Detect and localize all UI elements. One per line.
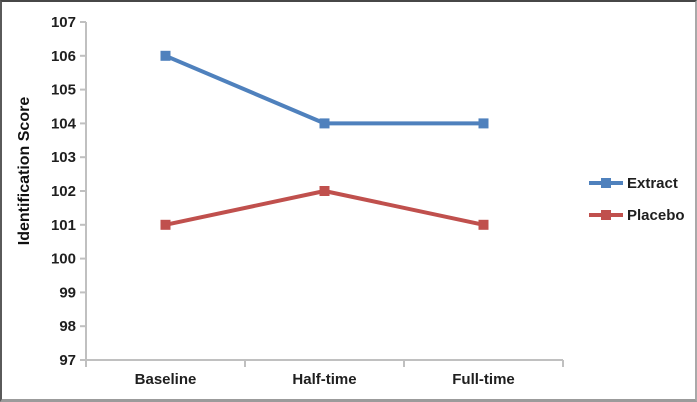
y-tick-label: 103	[51, 149, 76, 166]
y-tick-label: 101	[51, 217, 76, 234]
series-marker-placebo	[160, 219, 171, 230]
y-tick-label: 97	[59, 352, 76, 369]
legend-label: Placebo	[627, 207, 685, 224]
x-category-label: Baseline	[135, 371, 197, 388]
x-category-label: Full-time	[452, 371, 515, 388]
legend-marker	[601, 178, 611, 188]
series-line-extract	[163, 53, 486, 126]
y-tick-label: 99	[59, 284, 76, 301]
series-marker-placebo	[478, 219, 489, 230]
series-line-placebo	[163, 189, 486, 227]
y-tick-label: 105	[51, 82, 76, 99]
y-tick-label: 104	[51, 115, 77, 132]
legend-label: Extract	[627, 175, 678, 192]
y-tick-label: 98	[59, 318, 76, 335]
legend-item-placebo: Placebo	[589, 207, 685, 224]
legend-item-extract: Extract	[589, 175, 678, 192]
series-marker-extract	[319, 118, 330, 129]
y-axis-title: Identification Score	[16, 97, 33, 246]
legend-marker	[601, 210, 611, 220]
x-category-label: Half-time	[292, 371, 356, 388]
series-marker-extract	[478, 118, 489, 129]
y-tick-label: 100	[51, 251, 76, 268]
series-marker-placebo	[319, 186, 330, 196]
y-tick-label: 102	[51, 183, 76, 200]
y-tick-label: 106	[51, 48, 76, 65]
y-tick-label: 107	[51, 14, 76, 31]
series-marker-extract	[160, 50, 171, 61]
